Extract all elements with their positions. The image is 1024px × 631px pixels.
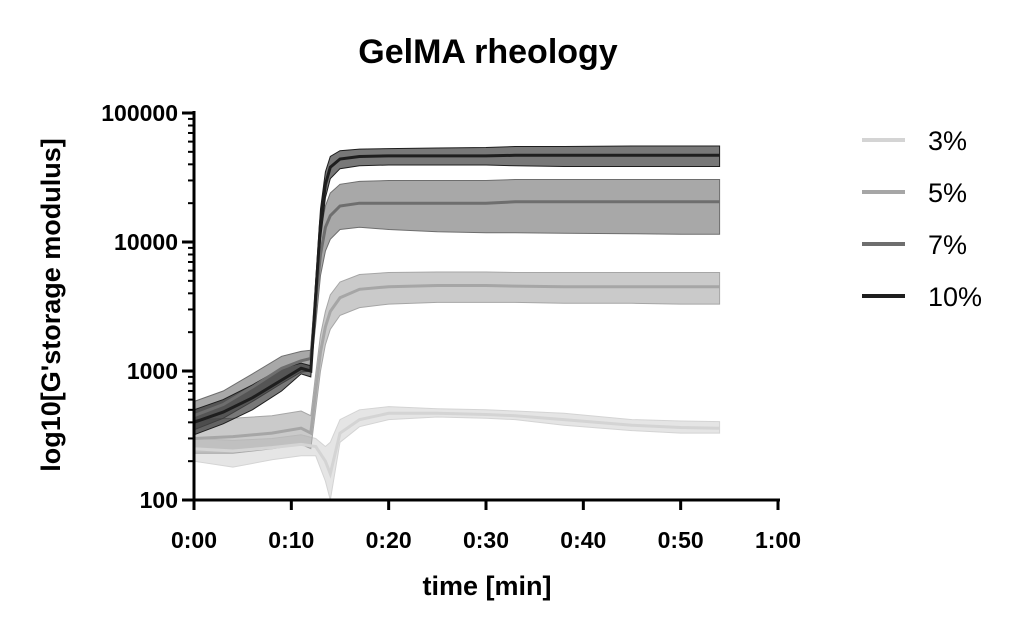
error-band-1: [193, 271, 721, 454]
x-tick-label: 0:20: [366, 527, 412, 553]
series-line-1: [193, 284, 720, 440]
legend: 3% 5% 7% 10%: [862, 126, 982, 312]
tick-labels: 0:00 0:10 0:20 0:30 0:40 0:50 1:00 100 1000 10000…: [101, 100, 801, 553]
legend-label-1: 5%: [928, 178, 967, 208]
legend-label-3: 10%: [928, 282, 982, 312]
legend-label-0: 3%: [928, 126, 967, 156]
x-tick-label: 1:00: [755, 527, 801, 553]
x-tick-label: 0:30: [463, 527, 509, 553]
x-tick-label: 0:40: [560, 527, 606, 553]
chart-title: GelMA rheology: [358, 33, 618, 71]
axes: [182, 111, 780, 510]
legend-label-2: 7%: [928, 230, 967, 260]
x-tick-label: 0:50: [658, 527, 704, 553]
y-tick-label: 100000: [101, 100, 178, 126]
x-tick-label: 0:10: [268, 527, 314, 553]
y-tick-label: 100: [140, 487, 178, 513]
y-tick-label: 1000: [127, 358, 178, 384]
y-tick-label: 10000: [114, 229, 178, 255]
y-axis-label: log10[G'storage modulus]: [36, 138, 66, 471]
x-tick-label: 0:00: [171, 527, 217, 553]
series-line-3: [193, 153, 720, 424]
series-lines: [193, 153, 720, 479]
series-line-2: [193, 200, 720, 418]
series-line-0: [193, 411, 720, 479]
x-axis-label: time [min]: [422, 571, 551, 601]
error-band-0: [193, 406, 721, 501]
